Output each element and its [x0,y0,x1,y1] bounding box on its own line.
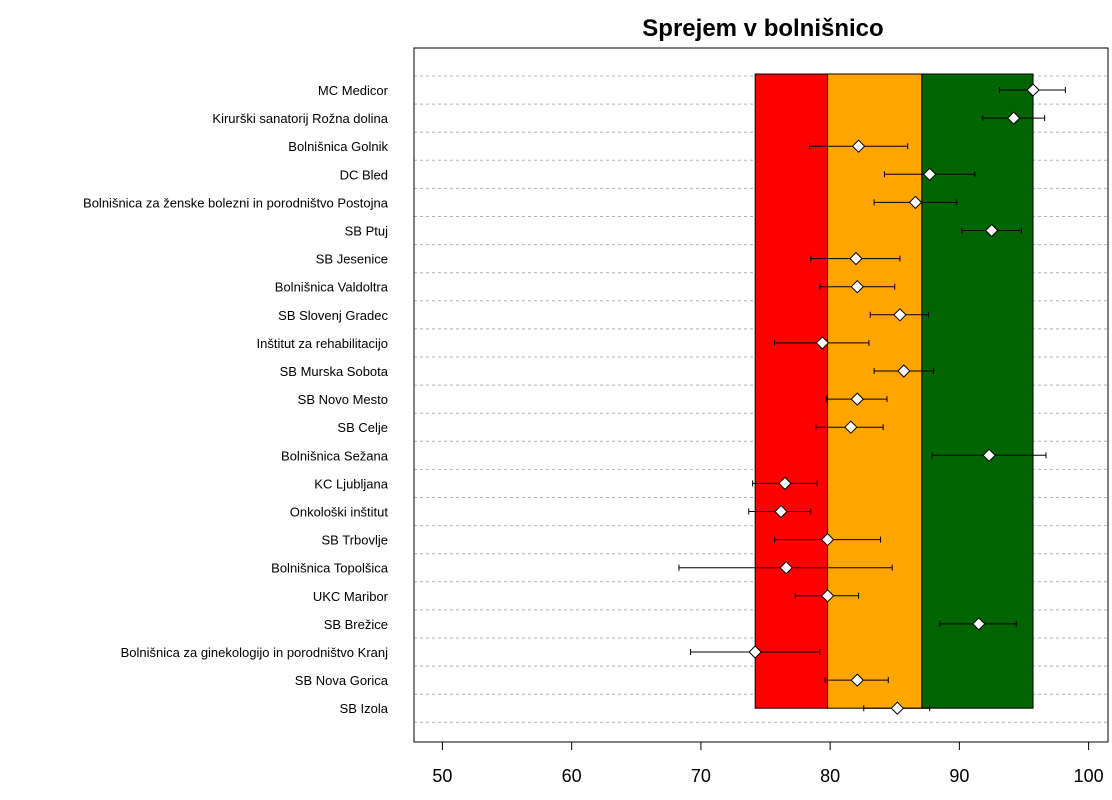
x-tick-label: 70 [691,766,711,786]
x-axis: 50 60 70 80 90 100 [432,742,1104,786]
error-bar-layer [678,87,1066,712]
x-tick-label: 50 [432,766,452,786]
category-label: MC Medicor [318,83,389,98]
data-point [1006,111,1021,125]
data-point [897,364,911,378]
category-label: Bolnišnica Valdoltra [275,280,389,295]
x-tick-label: 80 [820,766,840,786]
data-point [849,251,863,266]
data-point [984,223,999,238]
category-label: Bolnišnica Golnik [288,139,388,154]
data-point [820,532,835,547]
data-point [982,448,996,463]
data-point [815,336,830,350]
band-layer [754,73,1034,709]
category-label: DC Bled [340,167,388,182]
category-label: Kirurški sanatorij Rožna dolina [212,111,388,126]
category-label: Bolnišnica Sežana [281,448,389,463]
data-point [748,645,762,659]
data-point [890,701,905,715]
data-point [850,673,864,687]
category-label: Bolnišnica za ginekologijo in porodništv… [121,645,388,660]
category-label: SB Celje [337,420,388,435]
point-layer [748,83,1040,715]
data-point [1026,83,1040,97]
category-label: SB Trbovlje [322,533,388,548]
category-label: SB Murska Sobota [280,364,389,379]
category-label: SB Slovenj Gradec [278,308,388,323]
data-point [922,167,937,182]
data-point [778,476,792,491]
x-tick-label: 60 [562,766,582,786]
data-point [820,589,835,603]
data-point [850,279,864,294]
plot-frame [413,47,1109,743]
category-label: SB Brežice [324,617,388,632]
category-label: KC Ljubljana [314,476,388,491]
band-2 [827,73,923,709]
category-label: Bolnišnica za ženske bolezni in porodniš… [83,195,389,210]
category-label: SB Nova Gorica [295,673,389,688]
data-point [844,420,858,434]
category-label: SB Ptuj [345,224,388,239]
data-point [908,195,923,210]
data-point [774,504,788,519]
category-label: Inštitut za rehabilitacijo [256,336,388,351]
category-label: Bolnišnica Topolšica [271,561,389,576]
band-3 [921,73,1034,709]
chart-title: Sprejem v bolnišnico [642,15,883,42]
band-1 [754,73,829,709]
category-label: SB Izola [340,701,389,716]
category-label: UKC Maribor [313,589,389,604]
data-point [779,560,793,575]
category-label: Onkološki inštitut [290,505,389,520]
data-point [972,617,986,631]
category-label: SB Jesenice [316,252,388,267]
category-label: SB Novo Mesto [298,392,388,407]
category-label-layer: MC Medicor Kirurški sanatorij Rožna dolin… [83,83,389,716]
data-point [850,392,864,406]
x-tick-label: 100 [1074,766,1104,786]
data-point [851,139,866,153]
data-point [893,308,907,322]
x-tick-label: 90 [949,766,969,786]
